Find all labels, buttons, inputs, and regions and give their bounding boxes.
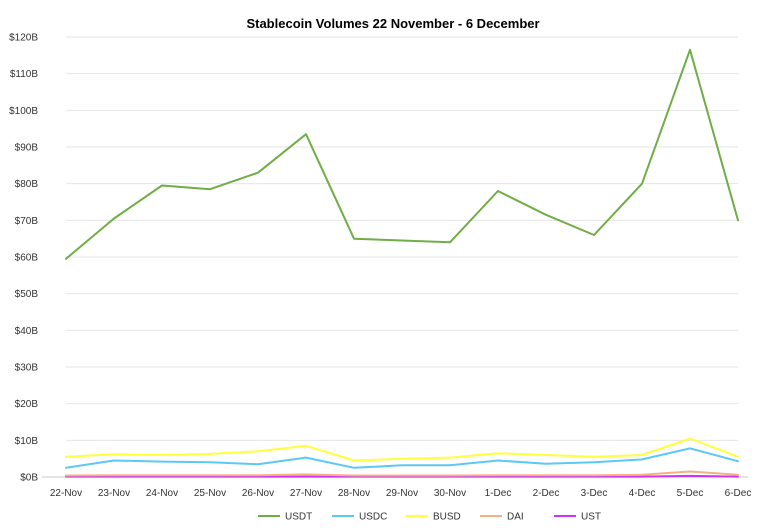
legend-item-dai: DAI xyxy=(480,512,524,523)
legend-label: BUSD xyxy=(433,512,461,523)
y-tick-label: $40B xyxy=(15,326,39,337)
x-tick-label: 3-Dec xyxy=(581,488,608,499)
y-tick-label: $100B xyxy=(9,106,38,117)
legend-label: DAI xyxy=(507,512,524,523)
legend-item-usdt: USDT xyxy=(258,512,312,523)
y-tick-label: $30B xyxy=(15,363,39,374)
series-line-usdc xyxy=(65,447,739,469)
series-line-usdt xyxy=(65,48,739,260)
y-tick-label: $120B xyxy=(9,33,38,44)
x-tick-label: 25-Nov xyxy=(194,488,226,499)
x-tick-label: 29-Nov xyxy=(386,488,418,499)
gridlines xyxy=(66,36,738,441)
x-tick-label: 4-Dec xyxy=(629,488,656,499)
y-tick-label: $60B xyxy=(15,253,39,264)
series-lines xyxy=(65,48,739,478)
x-tick-label: 24-Nov xyxy=(146,488,178,499)
chart-title: Stablecoin Volumes 22 November - 6 Decem… xyxy=(246,16,539,31)
y-tick-label: $50B xyxy=(15,289,39,300)
series-line-busd xyxy=(65,437,739,462)
x-tick-label: 23-Nov xyxy=(98,488,130,499)
x-tick-label: 22-Nov xyxy=(50,488,82,499)
y-tick-label: $10B xyxy=(15,436,39,447)
x-tick-label: 30-Nov xyxy=(434,488,466,499)
legend-item-usdc: USDC xyxy=(332,512,387,523)
y-tick-label: $0B xyxy=(20,473,38,484)
x-tick-label: 2-Dec xyxy=(533,488,560,499)
x-axis-ticks: 22-Nov 23-Nov 24-Nov 25-Nov 26-Nov 27-Nov 28-N… xyxy=(50,488,751,499)
legend-label: USDC xyxy=(359,512,387,523)
x-tick-label: 26-Nov xyxy=(242,488,274,499)
legend-label: UST xyxy=(581,512,601,523)
y-axis-ticks: $0B $10B $20B $30B $40B $50B $60B $70B $80B $90B $… xyxy=(9,33,38,484)
y-tick-label: $70B xyxy=(15,216,39,227)
legend-label: USDT xyxy=(285,512,312,523)
x-tick-label: 1-Dec xyxy=(485,488,512,499)
series-line-dai xyxy=(65,470,739,477)
y-tick-label: $110B xyxy=(10,69,39,80)
legend-item-ust: UST xyxy=(554,512,601,523)
series-line-ust xyxy=(65,474,739,478)
x-tick-label: 6-Dec xyxy=(725,488,752,499)
x-tick-label: 28-Nov xyxy=(338,488,370,499)
x-tick-label: 27-Nov xyxy=(290,488,322,499)
x-tick-label: 5-Dec xyxy=(677,488,704,499)
y-tick-label: $90B xyxy=(15,143,39,154)
legend: USDT USDC BUSD DAI UST xyxy=(258,512,601,523)
y-tick-label: $80B xyxy=(15,179,39,190)
legend-item-busd: BUSD xyxy=(406,512,461,523)
y-tick-label: $20B xyxy=(15,399,39,410)
